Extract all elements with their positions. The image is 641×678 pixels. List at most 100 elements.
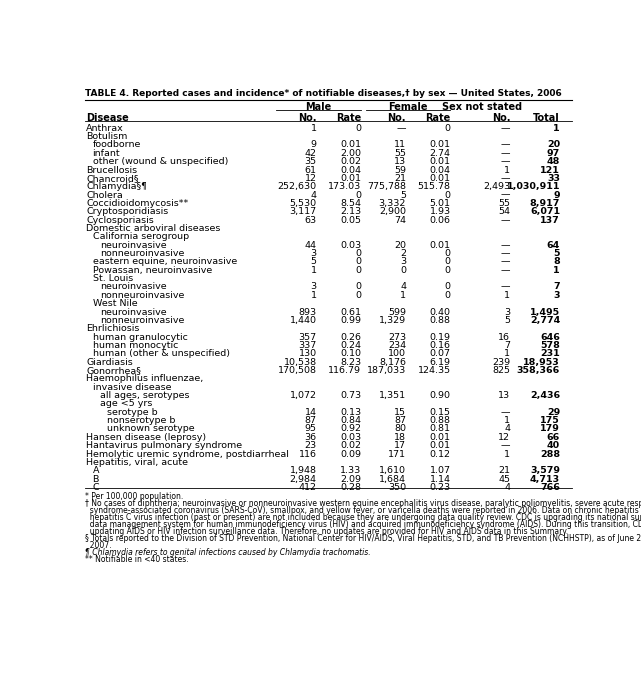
Text: 1: 1 bbox=[311, 124, 317, 133]
Text: 55: 55 bbox=[394, 149, 406, 158]
Text: 337: 337 bbox=[298, 341, 317, 350]
Text: 0.10: 0.10 bbox=[340, 349, 362, 358]
Text: all ages, serotypes: all ages, serotypes bbox=[100, 391, 190, 400]
Text: Total: Total bbox=[533, 113, 560, 123]
Text: 2.00: 2.00 bbox=[340, 149, 362, 158]
Text: 7: 7 bbox=[553, 283, 560, 292]
Text: 0: 0 bbox=[445, 266, 451, 275]
Text: Hepatitis, viral, acute: Hepatitis, viral, acute bbox=[86, 458, 188, 467]
Text: 40: 40 bbox=[547, 441, 560, 450]
Text: 1: 1 bbox=[504, 165, 510, 174]
Text: 18,953: 18,953 bbox=[523, 358, 560, 367]
Text: 0.02: 0.02 bbox=[340, 157, 362, 166]
Text: 231: 231 bbox=[540, 349, 560, 358]
Text: ** Notifiable in <40 states.: ** Notifiable in <40 states. bbox=[85, 555, 188, 564]
Text: 11: 11 bbox=[394, 140, 406, 149]
Text: 95: 95 bbox=[304, 424, 317, 433]
Text: 54: 54 bbox=[498, 207, 510, 216]
Text: 5: 5 bbox=[311, 258, 317, 266]
Text: 18: 18 bbox=[394, 433, 406, 442]
Text: 29: 29 bbox=[547, 407, 560, 417]
Text: 0.99: 0.99 bbox=[340, 316, 362, 325]
Text: 8.54: 8.54 bbox=[340, 199, 362, 208]
Text: No.: No. bbox=[388, 113, 406, 123]
Text: 1.14: 1.14 bbox=[429, 475, 451, 483]
Text: age <5 yrs: age <5 yrs bbox=[100, 399, 153, 408]
Text: 0.02: 0.02 bbox=[340, 441, 362, 450]
Text: Powassan, neuroinvasive: Powassan, neuroinvasive bbox=[92, 266, 212, 275]
Text: 87: 87 bbox=[394, 416, 406, 425]
Text: 1.07: 1.07 bbox=[429, 466, 451, 475]
Text: § Totals reported to the Division of STD Prevention, National Center for HIV/AID: § Totals reported to the Division of STD… bbox=[85, 534, 641, 543]
Text: —: — bbox=[501, 241, 510, 250]
Text: 1,684: 1,684 bbox=[379, 475, 406, 483]
Text: infant: infant bbox=[92, 149, 120, 158]
Text: 187,033: 187,033 bbox=[367, 366, 406, 375]
Text: eastern equine, neuroinvasive: eastern equine, neuroinvasive bbox=[92, 258, 237, 266]
Text: 350: 350 bbox=[388, 483, 406, 492]
Text: Giardiasis: Giardiasis bbox=[86, 358, 133, 367]
Text: neuroinvasive: neuroinvasive bbox=[100, 308, 167, 317]
Text: 357: 357 bbox=[299, 333, 317, 342]
Text: 45: 45 bbox=[498, 475, 510, 483]
Text: nonneuroinvasive: nonneuroinvasive bbox=[100, 249, 185, 258]
Text: 74: 74 bbox=[394, 216, 406, 224]
Text: 1,610: 1,610 bbox=[379, 466, 406, 475]
Text: 4: 4 bbox=[504, 424, 510, 433]
Text: —: — bbox=[501, 191, 510, 199]
Text: 515.78: 515.78 bbox=[418, 182, 451, 191]
Text: 13: 13 bbox=[394, 157, 406, 166]
Text: California serogroup: California serogroup bbox=[92, 233, 188, 241]
Text: —: — bbox=[501, 258, 510, 266]
Text: 3: 3 bbox=[310, 283, 317, 292]
Text: Sex not stated: Sex not stated bbox=[442, 102, 522, 112]
Text: 8,176: 8,176 bbox=[379, 358, 406, 367]
Text: —: — bbox=[397, 124, 406, 133]
Text: 4,713: 4,713 bbox=[530, 475, 560, 483]
Text: neuroinvasive: neuroinvasive bbox=[100, 241, 167, 250]
Text: —: — bbox=[501, 407, 510, 417]
Text: 2,900: 2,900 bbox=[379, 207, 406, 216]
Text: Cyclosporiasis: Cyclosporiasis bbox=[86, 216, 154, 224]
Text: 825: 825 bbox=[492, 366, 510, 375]
Text: 17: 17 bbox=[394, 441, 406, 450]
Text: Hemolytic uremic syndrome, postdiarrheal: Hemolytic uremic syndrome, postdiarrheal bbox=[86, 450, 289, 458]
Text: 116: 116 bbox=[299, 450, 317, 458]
Text: 0.19: 0.19 bbox=[429, 333, 451, 342]
Text: Botulism: Botulism bbox=[86, 132, 128, 141]
Text: 0.01: 0.01 bbox=[429, 433, 451, 442]
Text: 0.04: 0.04 bbox=[340, 165, 362, 174]
Text: Male: Male bbox=[306, 102, 331, 112]
Text: 0: 0 bbox=[355, 283, 362, 292]
Text: 121: 121 bbox=[540, 165, 560, 174]
Text: 0.24: 0.24 bbox=[340, 341, 362, 350]
Text: —: — bbox=[501, 149, 510, 158]
Text: 0.01: 0.01 bbox=[429, 441, 451, 450]
Text: 87: 87 bbox=[304, 416, 317, 425]
Text: 0.23: 0.23 bbox=[429, 483, 451, 492]
Text: 7: 7 bbox=[504, 341, 510, 350]
Text: 0: 0 bbox=[445, 283, 451, 292]
Text: 3: 3 bbox=[310, 249, 317, 258]
Text: 175: 175 bbox=[540, 416, 560, 425]
Text: 0: 0 bbox=[355, 124, 362, 133]
Text: 3,332: 3,332 bbox=[379, 199, 406, 208]
Text: 179: 179 bbox=[540, 424, 560, 433]
Text: —: — bbox=[501, 140, 510, 149]
Text: 3,579: 3,579 bbox=[530, 466, 560, 475]
Text: 64: 64 bbox=[547, 241, 560, 250]
Text: 0: 0 bbox=[355, 258, 362, 266]
Text: 8,917: 8,917 bbox=[529, 199, 560, 208]
Text: 0.01: 0.01 bbox=[429, 157, 451, 166]
Text: 358,366: 358,366 bbox=[517, 366, 560, 375]
Text: No.: No. bbox=[492, 113, 510, 123]
Text: 2,436: 2,436 bbox=[530, 391, 560, 400]
Text: 1,440: 1,440 bbox=[290, 316, 317, 325]
Text: 12: 12 bbox=[304, 174, 317, 183]
Text: nonserotype b: nonserotype b bbox=[108, 416, 176, 425]
Text: 775,788: 775,788 bbox=[367, 182, 406, 191]
Text: 35: 35 bbox=[304, 157, 317, 166]
Text: 599: 599 bbox=[388, 308, 406, 317]
Text: 100: 100 bbox=[388, 349, 406, 358]
Text: 0.28: 0.28 bbox=[340, 483, 362, 492]
